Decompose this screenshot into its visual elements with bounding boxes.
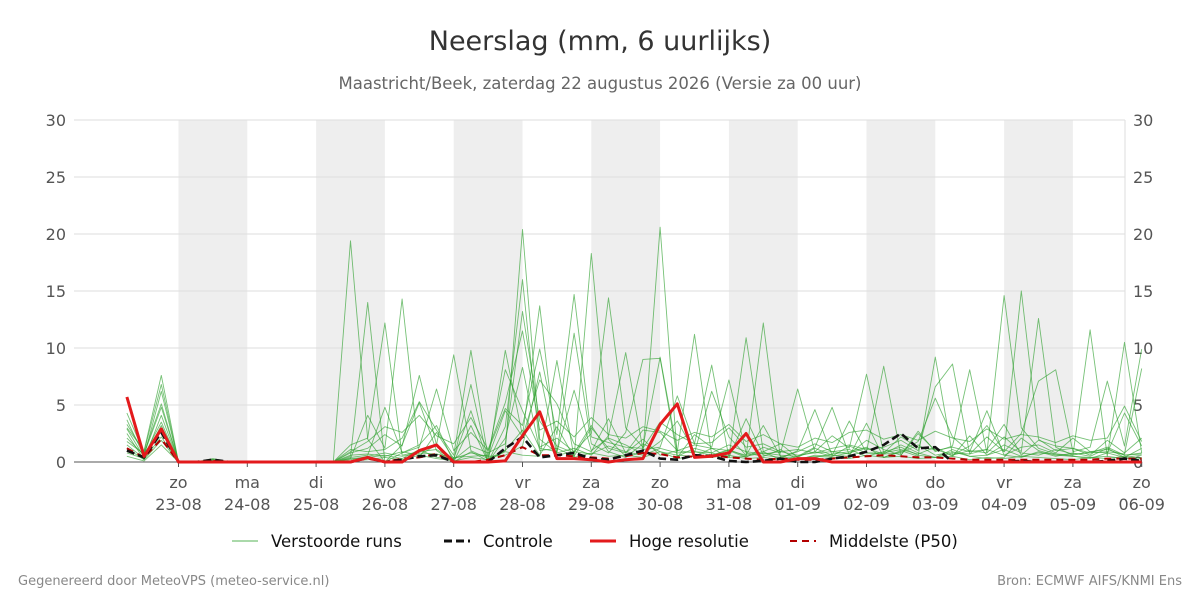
- y-tick-label-left: 20: [46, 225, 66, 244]
- x-tick-date-label: 26-08: [362, 495, 409, 514]
- x-tick-day-label: do: [444, 473, 464, 492]
- x-tick-date-label: 31-08: [706, 495, 753, 514]
- x-tick-date-label: 28-08: [499, 495, 546, 514]
- y-tick-label-right: 30: [1133, 111, 1153, 130]
- x-tick-day-label: vr: [996, 473, 1012, 492]
- x-tick-date-label: 27-08: [430, 495, 477, 514]
- chart-title: Neerslag (mm, 6 uurlijks): [429, 26, 771, 57]
- x-tick-date-label: 30-08: [637, 495, 684, 514]
- footer-source: Bron: ECMWF AIFS/KNMI Ens: [997, 574, 1182, 589]
- series-line-hoge-resolutie: [125, 396, 1142, 464]
- y-tick-label-left: 10: [46, 339, 66, 358]
- y-tick-label-right: 20: [1133, 225, 1153, 244]
- legend-label-control: Controle: [483, 532, 553, 551]
- x-tick-day-label: wo: [373, 473, 396, 492]
- x-tick-day-label: za: [1064, 473, 1082, 492]
- x-tick-date-label: 24-08: [224, 495, 271, 514]
- main-series: [125, 396, 1142, 464]
- x-tick-day-label: za: [582, 473, 600, 492]
- x-tick-day-label: ma: [235, 473, 260, 492]
- y-tick-label-right: 25: [1133, 168, 1153, 187]
- legend-label-ensemble: Verstoorde runs: [271, 532, 402, 551]
- x-tick-day-label: zo: [1133, 473, 1151, 492]
- x-tick-date-label: 02-09: [843, 495, 890, 514]
- x-tick-day-label: vr: [514, 473, 530, 492]
- x-tick-date-label: 03-09: [912, 495, 959, 514]
- y-tick-label-right: 5: [1133, 396, 1143, 415]
- x-tick-day-label: do: [925, 473, 945, 492]
- legend-label-highres: Hoge resolutie: [629, 532, 749, 551]
- y-tick-label-left: 0: [56, 453, 66, 472]
- x-tick-day-label: zo: [169, 473, 187, 492]
- x-tick-date-label: 23-08: [155, 495, 202, 514]
- x-tick-date-label: 05-09: [1050, 495, 1097, 514]
- y-tick-label-left: 15: [46, 282, 66, 301]
- chart-subtitle: Maastricht/Beek, zaterdag 22 augustus 20…: [339, 74, 862, 93]
- x-tick-date-label: 29-08: [568, 495, 615, 514]
- y-tick-label-right: 15: [1133, 282, 1153, 301]
- series-line-middelste-p50: [126, 438, 1142, 463]
- y-tick-label-right: 10: [1133, 339, 1153, 358]
- y-tick-label-left: 5: [56, 396, 66, 415]
- y-tick-label-left: 25: [46, 168, 66, 187]
- x-tick-day-label: zo: [651, 473, 669, 492]
- x-tick-date-label: 01-09: [774, 495, 821, 514]
- x-tick-day-label: di: [309, 473, 324, 492]
- y-tick-label-left: 30: [46, 111, 66, 130]
- x-tick-date-label: 04-09: [981, 495, 1028, 514]
- x-tick-date-label: 06-09: [1118, 495, 1165, 514]
- footer-generated-by: Gegenereerd door MeteoVPS (meteo-service…: [18, 574, 329, 589]
- x-axis: zo 23-08 ma 24-08 di 25-08 wo 26-08 do 27-08 vr 28-…: [74, 461, 1165, 514]
- x-tick-date-label: 25-08: [293, 495, 340, 514]
- legend-label-median: Middelste (P50): [829, 532, 958, 551]
- x-tick-day-label: ma: [716, 473, 741, 492]
- y-axis-left: 0 5 10 15 20 25 30: [46, 111, 66, 472]
- x-tick-day-label: wo: [855, 473, 878, 492]
- legend: Verstoorde runs Controle Hoge resolutie …: [232, 532, 958, 551]
- x-tick-day-label: di: [790, 473, 805, 492]
